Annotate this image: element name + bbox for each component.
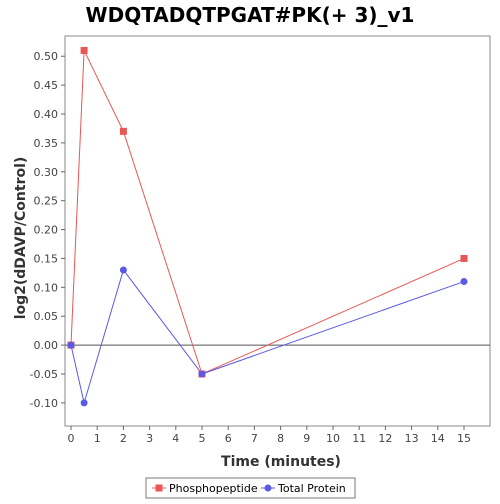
y-tick-label: 0.40 bbox=[34, 108, 59, 121]
x-tick-label: 11 bbox=[352, 432, 366, 445]
x-tick-label: 8 bbox=[277, 432, 284, 445]
legend-label: Total Protein bbox=[277, 482, 346, 495]
data-point bbox=[67, 341, 75, 349]
chart-title: WDQTADQTPGAT#PK(+ 3)_v1 bbox=[86, 3, 415, 27]
legend-marker bbox=[264, 484, 272, 492]
y-axis-label: log2(dDAVP/Control) bbox=[13, 157, 29, 320]
legend-marker bbox=[155, 484, 163, 492]
x-tick-label: 14 bbox=[431, 432, 445, 445]
x-tick-label: 12 bbox=[378, 432, 392, 445]
y-tick-label: 0.45 bbox=[34, 79, 59, 92]
data-point bbox=[119, 127, 127, 135]
x-tick-label: 7 bbox=[251, 432, 258, 445]
y-tick-label: -0.10 bbox=[30, 397, 58, 410]
plot-area: -0.10 -0.05 0.00 0.05 0.10 0.15 0.20 0.25 0.30 0.… bbox=[30, 35, 491, 445]
x-tick-label: 2 bbox=[120, 432, 127, 445]
data-point bbox=[460, 278, 468, 286]
plot-frame bbox=[64, 35, 491, 427]
x-tick-label: 3 bbox=[146, 432, 153, 445]
x-axis-label: Time (minutes) bbox=[221, 454, 341, 470]
x-tick-label: 15 bbox=[457, 432, 471, 445]
data-point bbox=[460, 254, 468, 262]
data-point bbox=[80, 399, 88, 407]
y-tick-label: 0.10 bbox=[34, 281, 59, 294]
y-tick-label: -0.05 bbox=[30, 368, 58, 381]
y-tick-label: 0.20 bbox=[34, 224, 59, 237]
legend-label: Phosphopeptide bbox=[169, 482, 258, 495]
data-point bbox=[80, 46, 88, 54]
y-tick-label: 0.35 bbox=[34, 137, 59, 150]
y-tick-label: 0.05 bbox=[34, 310, 59, 323]
y-tick-label: 0.00 bbox=[34, 339, 59, 352]
data-point bbox=[119, 266, 127, 274]
y-tick-label: 0.25 bbox=[34, 195, 59, 208]
x-tick-label: 1 bbox=[94, 432, 101, 445]
data-point bbox=[198, 370, 206, 378]
legend: Phosphopeptide Total Protein bbox=[145, 477, 356, 499]
y-tick-label: 0.15 bbox=[34, 252, 59, 265]
legend-box bbox=[145, 477, 356, 499]
x-tick-label: 10 bbox=[326, 432, 340, 445]
x-tick-label: 0 bbox=[68, 432, 75, 445]
x-tick-label: 6 bbox=[225, 432, 232, 445]
y-tick-label: 0.30 bbox=[34, 166, 59, 179]
y-tick-label: 0.50 bbox=[34, 50, 59, 63]
x-tick-label: 4 bbox=[172, 432, 179, 445]
x-tick-label: 9 bbox=[303, 432, 310, 445]
x-tick-label: 13 bbox=[405, 432, 419, 445]
x-tick-label: 5 bbox=[199, 432, 206, 445]
